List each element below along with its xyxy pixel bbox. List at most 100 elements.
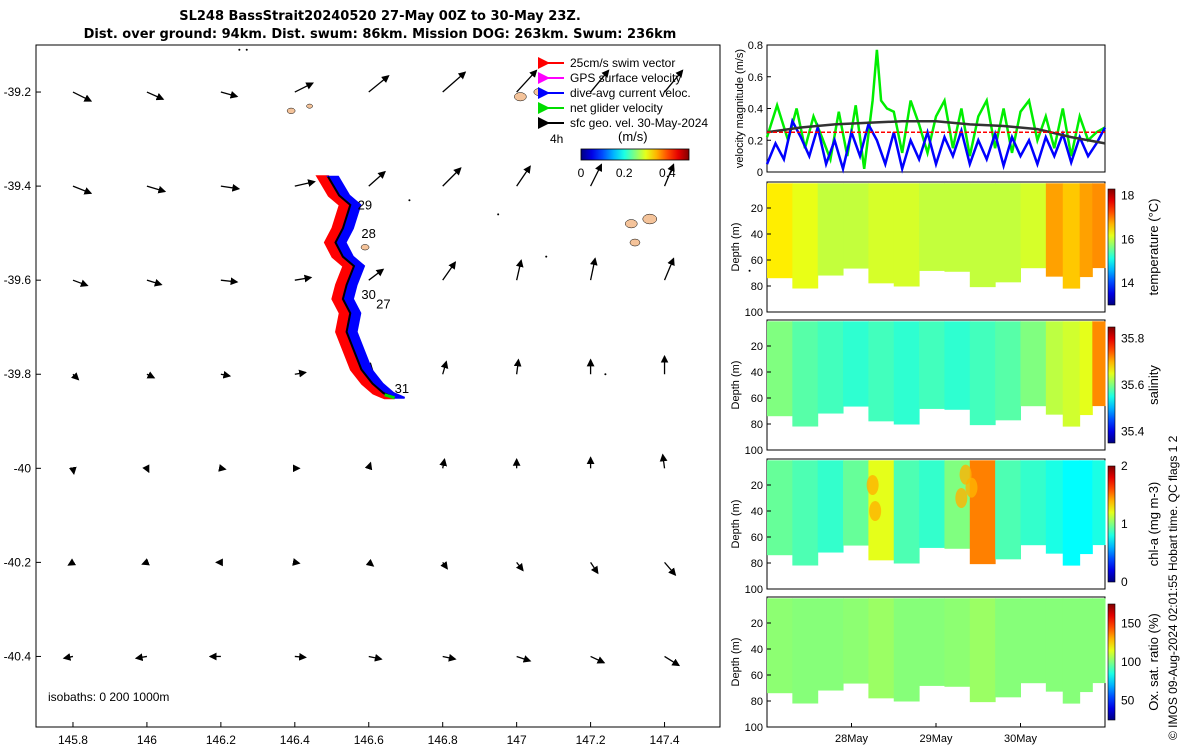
profile-column — [843, 460, 869, 546]
profile-colorbar-tick: 2 — [1121, 459, 1128, 473]
profile-column — [1092, 598, 1106, 684]
geo-velocity-arrow — [220, 183, 241, 192]
geo-velocity-arrow — [364, 461, 373, 471]
legend-label: 25cm/s swim vector — [570, 56, 675, 70]
geo-velocity-arrow — [146, 185, 167, 194]
time-tick-label: 30May — [1004, 733, 1038, 745]
velocity-ytick-label: 0.2 — [748, 135, 763, 147]
chla-bloom-patch — [965, 477, 978, 498]
profile-column — [868, 321, 895, 422]
profile-colorbar — [1107, 465, 1116, 583]
geo-velocity-arrow — [71, 372, 80, 381]
island-patch — [286, 107, 296, 114]
geo-velocity-arrow — [664, 655, 681, 667]
profile-colorbar-tick: 0 — [1121, 575, 1128, 589]
profile-ytick-label: 40 — [751, 229, 763, 241]
track-day-label: 27 — [376, 296, 390, 311]
profile-ytick-label: 20 — [751, 618, 763, 630]
profile-colorbar-tick: 14 — [1121, 276, 1135, 290]
profile-ytick-label: 40 — [751, 367, 763, 379]
profile-column — [767, 183, 793, 279]
profile-ytick-label: 100 — [745, 307, 763, 319]
profile-colorbar — [1107, 326, 1116, 444]
profile-colorbar — [1107, 603, 1116, 721]
geo-velocity-arrow — [294, 179, 316, 187]
legend-label: sfc geo. vel. 30-May-2024 — [570, 116, 708, 130]
profile-ytick-label: 60 — [751, 670, 763, 682]
profile-ytick-label: 60 — [751, 255, 763, 267]
island-patch — [625, 219, 638, 229]
map-ytick-label: -39.2 — [4, 85, 32, 99]
profile-column — [1020, 183, 1047, 269]
map-xtick-label: 146.4 — [280, 733, 310, 747]
coast-dot — [408, 199, 411, 202]
profile-ytick-label: 80 — [751, 696, 763, 708]
geo-velocity-arrow — [294, 82, 314, 93]
profile-column — [944, 598, 971, 687]
profile-column — [843, 598, 869, 684]
geo-velocity-arrow — [663, 163, 675, 187]
profile-column — [868, 183, 895, 284]
map-colorbar-tick: 0 — [578, 166, 585, 180]
island-patch — [514, 92, 527, 102]
geo-velocity-arrow — [659, 453, 668, 469]
profile-column — [1020, 321, 1047, 407]
profile-column — [843, 321, 869, 407]
profile-ylabel: Depth (m) — [730, 638, 742, 687]
profile-ytick-label: 60 — [751, 393, 763, 405]
profile-column — [919, 598, 945, 686]
map-colorbar-unit: (m/s) — [618, 129, 648, 144]
profile-ytick-label: 20 — [751, 480, 763, 492]
profile-ytick-label: 40 — [751, 644, 763, 656]
profile-colorbar-tick: 100 — [1121, 655, 1141, 669]
geo-velocity-arrow — [146, 371, 156, 379]
profile-column — [995, 460, 1021, 560]
island-patch — [629, 238, 641, 247]
geo-velocity-arrow — [368, 75, 390, 93]
geo-velocity-arrow — [72, 185, 93, 195]
profile-colorbar-tick: 35.4 — [1121, 424, 1145, 438]
profile-column — [919, 460, 945, 548]
geo-velocity-arrow — [72, 91, 93, 102]
profile-column — [969, 598, 996, 703]
profile-column — [817, 321, 844, 414]
geo-velocity-arrow — [68, 466, 77, 475]
geo-velocity-arrow — [589, 257, 598, 281]
map-xtick-label: 146.6 — [354, 733, 384, 747]
map-colorbar-tick: 0.4 — [659, 166, 676, 180]
geo-velocity-arrow — [62, 653, 74, 661]
profile-column — [1045, 321, 1064, 415]
geo-velocity-arrow — [590, 655, 606, 664]
profile-ylabel: Depth (m) — [730, 223, 742, 272]
velocity-ytick-label: 0.8 — [748, 40, 763, 52]
map-xtick-label: 147.4 — [650, 733, 680, 747]
coast-dot — [604, 373, 607, 376]
chla-bloom-patch — [866, 475, 879, 495]
profile-column — [893, 598, 920, 702]
geo-velocity-arrow — [220, 91, 239, 99]
coast-dot — [238, 48, 241, 51]
geo-velocity-arrow — [439, 458, 448, 469]
geo-velocity-arrow — [664, 69, 684, 93]
profile-ytick-label: 100 — [745, 584, 763, 596]
profile-ylabel: Depth (m) — [730, 500, 742, 549]
geo-velocity-arrow — [294, 652, 307, 661]
profile-column — [1045, 460, 1064, 554]
geo-velocity-arrow — [142, 464, 150, 474]
chla-bloom-patch — [955, 488, 968, 508]
map-xtick-label: 147 — [507, 733, 527, 747]
profile-column — [1079, 598, 1093, 693]
map-xtick-label: 147.2 — [576, 733, 606, 747]
geo-velocity-arrow — [516, 69, 538, 93]
profile-column — [969, 460, 996, 565]
profile-colorbar-tick: 35.8 — [1121, 332, 1145, 346]
profile-ytick-label: 100 — [745, 445, 763, 457]
coast-dot — [245, 48, 248, 51]
geo-velocity-arrow — [516, 655, 532, 663]
coast-dot — [545, 255, 548, 258]
profile-column — [767, 460, 793, 556]
profile-ytick-label: 80 — [751, 558, 763, 570]
profile-column — [944, 321, 971, 410]
geo-velocity-arrow — [220, 370, 232, 379]
geo-velocity-arrow — [440, 360, 449, 375]
